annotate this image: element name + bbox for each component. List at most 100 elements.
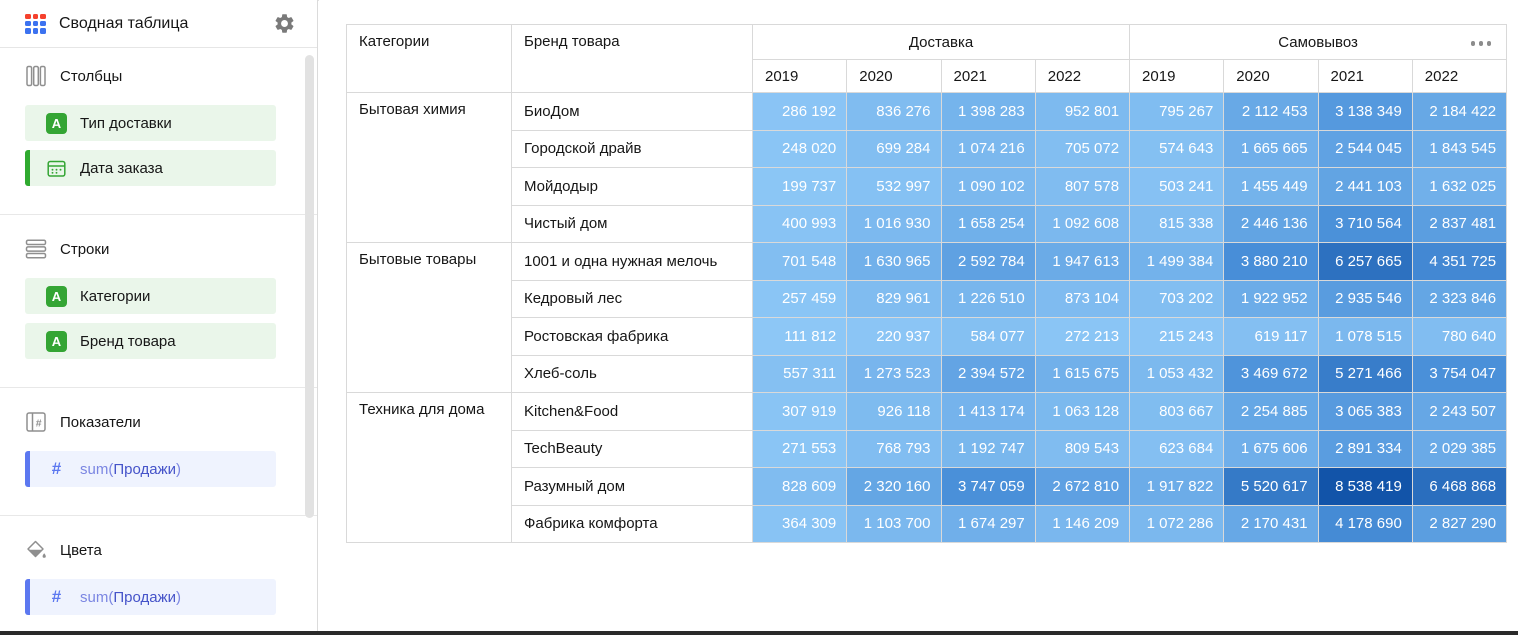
pivot-value-cell: 557 311 [751, 354, 848, 393]
table-row: Бытовая химия БиоДом 286 192 836 276 1 398 2… [346, 92, 1508, 243]
field-chip-product-brand[interactable]: A Бренд товара [25, 323, 276, 359]
columns-field-list: A Тип доставки Дата заказа [25, 105, 276, 186]
pivot-value-cell: 2 891 334 [1317, 429, 1413, 468]
pivot-value-cell: 6 468 868 [1411, 467, 1508, 506]
sidebar-scrollbar[interactable] [305, 55, 314, 518]
section-columns-label: Столбцы [60, 67, 123, 85]
column-header-categories: Категории [346, 24, 512, 93]
section-columns: Столбцы A Тип доставки Дата заказа [0, 48, 317, 214]
year-header: 2020 [846, 59, 942, 93]
pivot-value-cell: 829 961 [846, 279, 942, 318]
chart-area: Категории Бренд товара Доставка Самовыво… [319, 0, 1518, 631]
section-colors-header: Цвета [25, 536, 276, 564]
sidebar-header: Сводная таблица [0, 0, 317, 48]
pivot-value-cell: 2 544 045 [1317, 129, 1413, 168]
pivot-value-cell: 1 922 952 [1223, 279, 1319, 318]
brand-cell: TechBeauty [511, 429, 753, 468]
table-menu-button[interactable] [1468, 38, 1495, 49]
year-header: 2022 [1034, 59, 1131, 93]
category-cell: Бытовая химия [346, 92, 512, 243]
pivot-value-cell: 1 053 432 [1129, 354, 1225, 393]
pivot-value-cell: 3 469 672 [1223, 354, 1319, 393]
pivot-value-cell: 780 640 [1411, 317, 1508, 356]
active-field-bar [25, 451, 30, 487]
pivot-value-cell: 5 271 466 [1317, 354, 1413, 393]
pivot-value-cell: 2 112 453 [1223, 92, 1319, 131]
ellipsis-dot [1486, 41, 1491, 46]
hash-icon: # [51, 459, 62, 478]
pivot-value-cell: 1 063 128 [1034, 392, 1131, 431]
category-cell: Техника для дома [346, 392, 512, 543]
pivot-value-cell: 503 241 [1129, 167, 1225, 206]
pivot-value-cell: 400 993 [751, 204, 848, 243]
rows-field-list: A Категории A Бренд товара [25, 278, 276, 359]
pivot-value-cell: 1 072 286 [1129, 504, 1225, 543]
pivot-value-cell: 2 446 136 [1223, 204, 1319, 243]
pivot-value-cell: 111 812 [751, 317, 848, 356]
brand-cell: Разумный дом [511, 467, 753, 506]
pivot-value-cell: 623 684 [1129, 429, 1225, 468]
brand-cell: БиоДом [511, 92, 753, 131]
pivot-value-cell: 3 138 349 [1317, 92, 1413, 131]
brand-cell: 1001 и одна нужная мелочь [511, 242, 753, 281]
pivot-value-cell: 1 146 209 [1034, 504, 1131, 543]
pivot-value-cell: 873 104 [1034, 279, 1131, 318]
pivot-value-cell: 532 997 [846, 167, 942, 206]
pivot-value-cell: 584 077 [940, 317, 1036, 356]
pivot-value-cell: 1 226 510 [940, 279, 1036, 318]
table-row: Бытовые товары 1001 и одна нужная мелочь 7… [346, 242, 1508, 393]
pivot-value-cell: 1 843 545 [1411, 129, 1508, 168]
section-rows-label: Строки [60, 240, 110, 258]
pivot-value-cell: 1 674 297 [940, 504, 1036, 543]
pivot-value-cell: 1 398 283 [940, 92, 1036, 131]
pivot-value-cell: 1 074 216 [940, 129, 1036, 168]
ellipsis-dot [1470, 41, 1475, 46]
category-cell: Бытовые товары [346, 242, 512, 393]
year-header: 2019 [1129, 59, 1225, 93]
colors-field-list: # sum(Продажи) [25, 579, 276, 615]
measures-field-list: # sum(Продажи) [25, 451, 276, 487]
pivot-value-cell: 1 630 965 [846, 242, 942, 281]
pivot-value-cell: 1 917 822 [1129, 467, 1225, 506]
gear-icon[interactable] [273, 12, 296, 35]
pivot-value-cell: 2 827 290 [1411, 504, 1508, 543]
year-header: 2022 [1411, 59, 1508, 93]
table-row: Разумный дом 828 609 2 320 160 3 747 059 2 6… [347, 467, 1508, 506]
section-measures: # Показатели # sum(Продажи) [0, 387, 317, 515]
pivot-value-cell: 2 323 846 [1411, 279, 1508, 318]
pivot-value-cell: 768 793 [846, 429, 942, 468]
pivot-value-cell: 1 632 025 [1411, 167, 1508, 206]
brand-cell: Kitchen&Food [511, 392, 753, 431]
pivot-value-cell: 1 192 747 [940, 429, 1036, 468]
hash-icon: # [51, 587, 62, 606]
colors-icon [25, 539, 47, 561]
pivot-value-cell: 2 592 784 [940, 242, 1036, 281]
field-chip-categories[interactable]: A Категории [25, 278, 276, 314]
pivot-value-cell: 1 665 665 [1223, 129, 1319, 168]
field-chip-delivery-type[interactable]: A Тип доставки [25, 105, 276, 141]
measures-icon: # [25, 411, 47, 433]
field-chip-sum-sales[interactable]: # sum(Продажи) [25, 451, 276, 487]
field-chip-sum-sales[interactable]: # sum(Продажи) [25, 579, 276, 615]
pivot-value-cell: 701 548 [751, 242, 848, 281]
field-chip-order-date[interactable]: Дата заказа [25, 150, 276, 186]
date-field-icon [46, 158, 67, 179]
pivot-value-cell: 2 029 385 [1411, 429, 1508, 468]
pivot-value-cell: 2 441 103 [1317, 167, 1413, 206]
text-field-icon: A [46, 112, 67, 134]
pivot-value-cell: 809 543 [1034, 429, 1131, 468]
pivot-value-cell: 4 351 725 [1411, 242, 1508, 281]
field-chip-label: Бренд товара [80, 332, 176, 350]
pivot-value-cell: 3 747 059 [940, 467, 1036, 506]
svg-text:#: # [36, 417, 42, 429]
pivot-value-cell: 3 754 047 [1411, 354, 1508, 393]
brand-cell: Городской драйв [511, 129, 753, 168]
pivot-value-cell: 2 320 160 [846, 467, 942, 506]
pivot-value-cell: 286 192 [751, 92, 848, 131]
columns-icon [25, 65, 47, 87]
table-row: TechBeauty 271 553 768 793 1 192 747 809 543… [347, 429, 1508, 468]
pivot-value-cell: 574 643 [1129, 129, 1225, 168]
pivot-value-cell: 1 103 700 [846, 504, 942, 543]
pivot-value-cell: 952 801 [1034, 92, 1131, 131]
